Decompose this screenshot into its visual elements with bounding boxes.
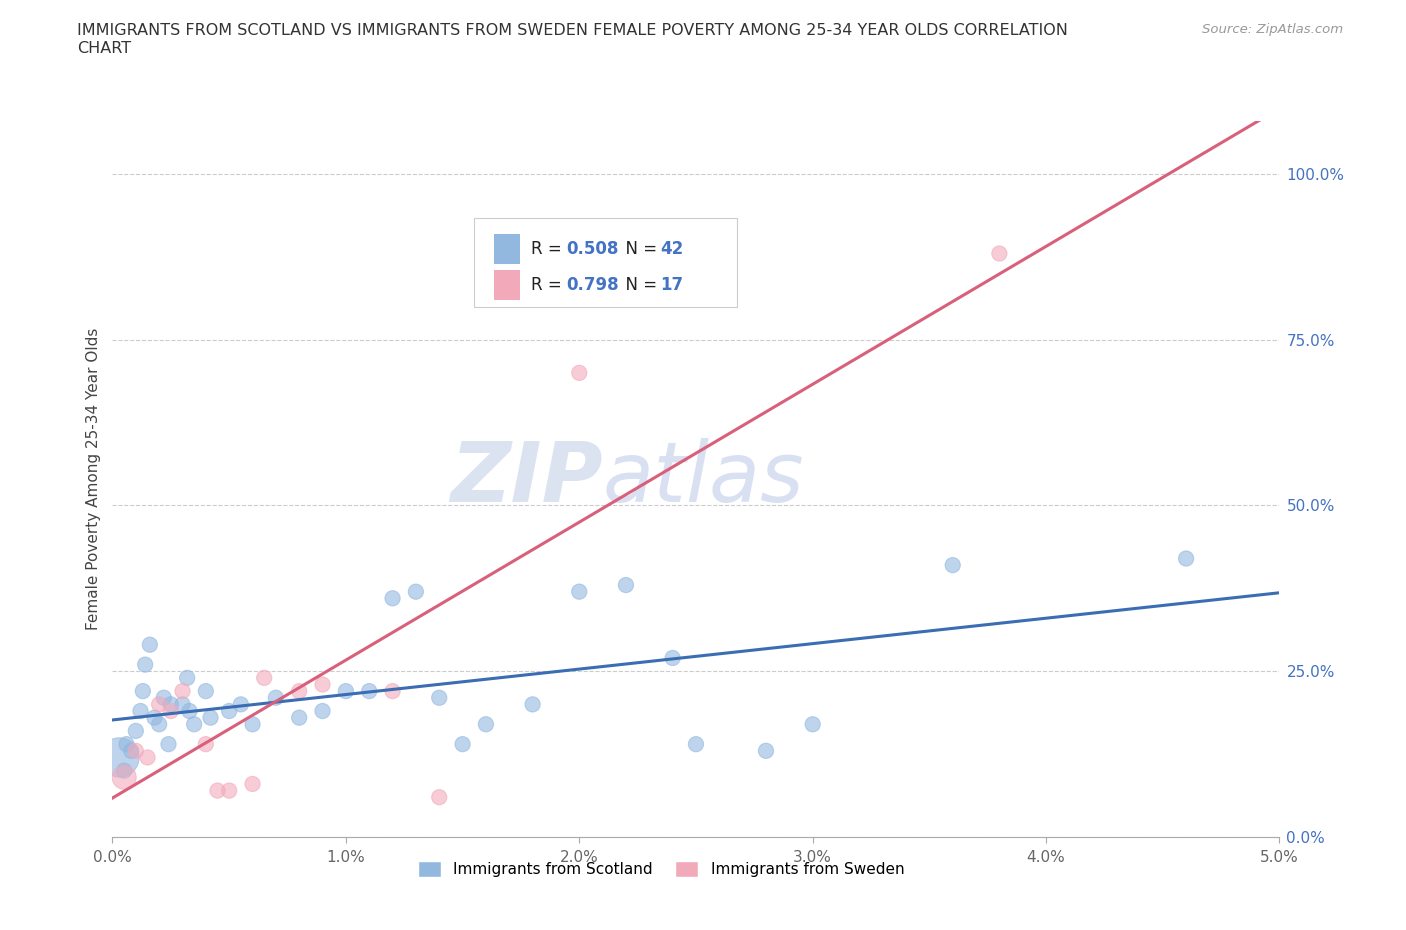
Point — [134, 658, 156, 672]
Point — [160, 704, 183, 719]
Text: 0.798: 0.798 — [567, 276, 619, 295]
Point — [264, 690, 287, 705]
FancyBboxPatch shape — [494, 234, 520, 264]
Point — [172, 697, 194, 711]
Text: IMMIGRANTS FROM SCOTLAND VS IMMIGRANTS FROM SWEDEN FEMALE POVERTY AMONG 25-34 YE: IMMIGRANTS FROM SCOTLAND VS IMMIGRANTS F… — [77, 23, 1069, 56]
Point — [381, 591, 404, 605]
Point — [125, 743, 148, 758]
Point — [755, 743, 778, 758]
Y-axis label: Female Poverty Among 25-34 Year Olds: Female Poverty Among 25-34 Year Olds — [86, 327, 101, 631]
Point — [112, 764, 135, 778]
Point — [108, 750, 131, 764]
Point — [172, 684, 194, 698]
Point — [427, 690, 450, 705]
Point — [176, 671, 198, 685]
Text: R =: R = — [531, 276, 568, 295]
Point — [427, 790, 450, 804]
Point — [311, 704, 333, 719]
Point — [311, 677, 333, 692]
Point — [194, 684, 217, 698]
Text: 0.508: 0.508 — [567, 240, 619, 259]
Point — [132, 684, 155, 698]
Point — [288, 711, 311, 725]
Point — [207, 783, 229, 798]
Point — [194, 737, 217, 751]
Point — [136, 750, 159, 764]
Point — [381, 684, 404, 698]
Point — [1175, 551, 1198, 566]
Point — [568, 365, 591, 380]
Point — [522, 697, 544, 711]
Point — [179, 704, 201, 719]
Point — [148, 697, 170, 711]
Point — [359, 684, 381, 698]
Point — [160, 697, 183, 711]
Point — [153, 690, 176, 705]
Point — [685, 737, 707, 751]
Point — [112, 770, 135, 785]
Point — [115, 737, 138, 751]
Point — [120, 743, 142, 758]
Text: 17: 17 — [659, 276, 683, 295]
Point — [242, 777, 264, 791]
Point — [661, 651, 683, 666]
Point — [988, 246, 1011, 261]
Text: 42: 42 — [659, 240, 683, 259]
Point — [148, 717, 170, 732]
Point — [568, 584, 591, 599]
Text: Source: ZipAtlas.com: Source: ZipAtlas.com — [1202, 23, 1343, 36]
Point — [801, 717, 824, 732]
Point — [451, 737, 474, 751]
Legend: Immigrants from Scotland, Immigrants from Sweden: Immigrants from Scotland, Immigrants fro… — [412, 855, 910, 884]
Point — [200, 711, 222, 725]
Point — [942, 558, 965, 573]
Text: ZIP: ZIP — [450, 438, 603, 520]
Point — [129, 704, 152, 719]
Point — [288, 684, 311, 698]
FancyBboxPatch shape — [474, 218, 737, 307]
Text: N =: N = — [616, 276, 662, 295]
Point — [218, 704, 240, 719]
Point — [218, 783, 240, 798]
Point — [125, 724, 148, 738]
Point — [614, 578, 637, 592]
Point — [139, 637, 162, 652]
Text: atlas: atlas — [603, 438, 804, 520]
Point — [143, 711, 166, 725]
Point — [253, 671, 276, 685]
Text: N =: N = — [616, 240, 662, 259]
Point — [183, 717, 205, 732]
FancyBboxPatch shape — [494, 271, 520, 300]
Point — [242, 717, 264, 732]
Point — [475, 717, 498, 732]
Point — [335, 684, 357, 698]
Point — [405, 584, 427, 599]
Text: R =: R = — [531, 240, 568, 259]
Point — [229, 697, 252, 711]
Point — [157, 737, 180, 751]
